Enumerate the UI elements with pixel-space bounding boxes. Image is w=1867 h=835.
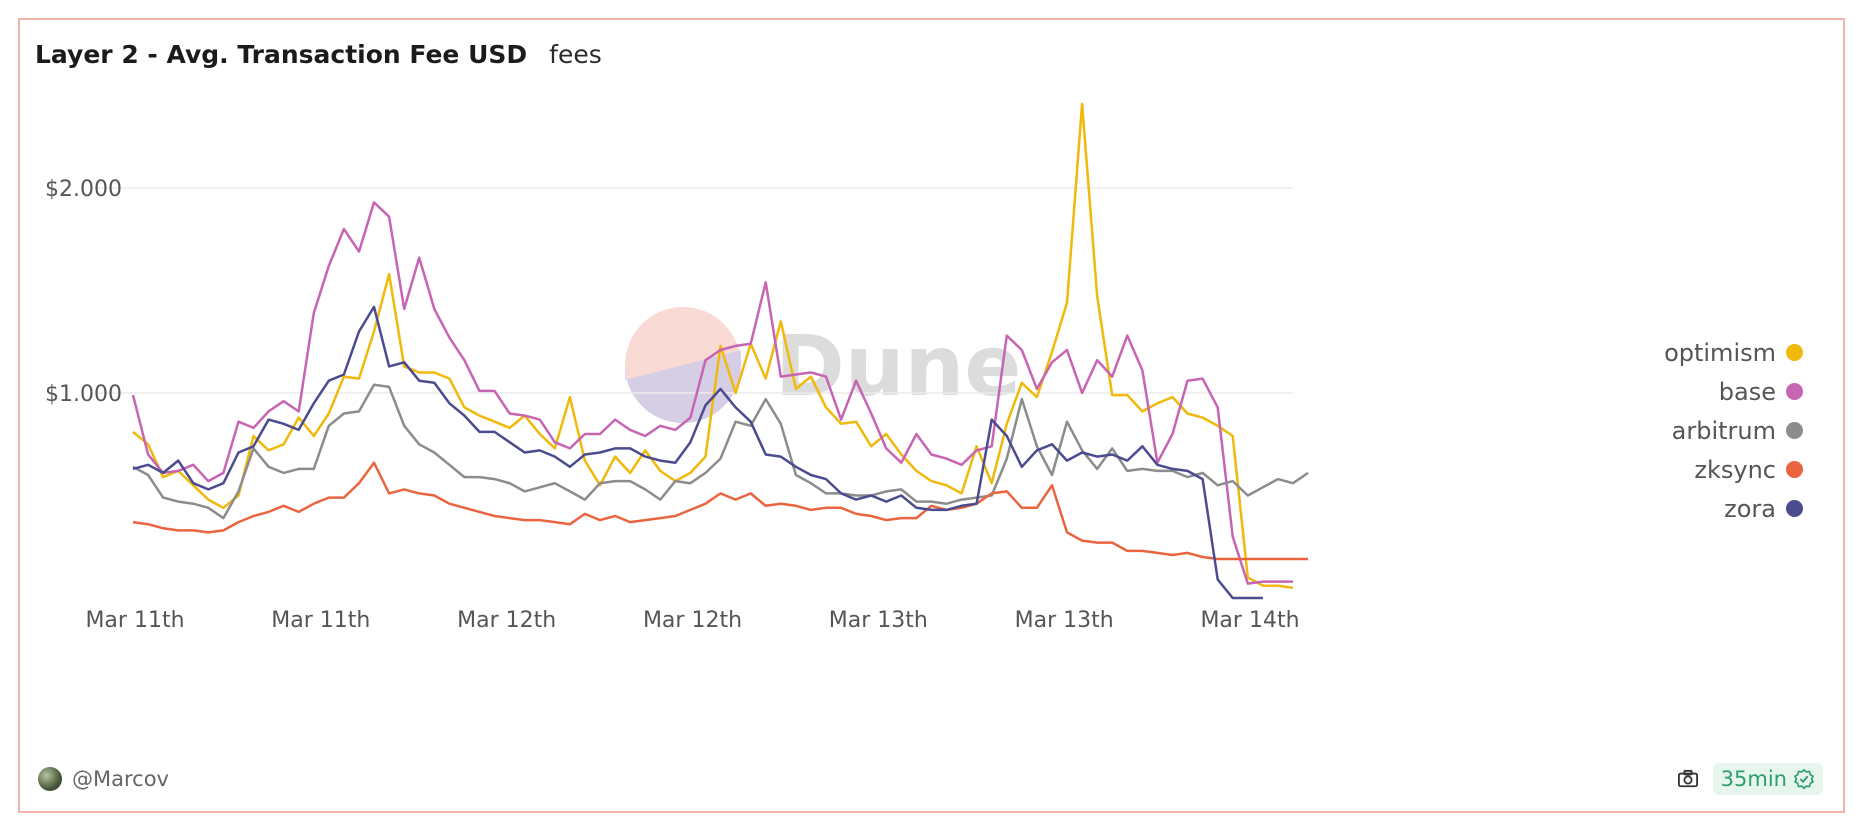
y-axis: $1.000 $2.000 bbox=[45, 177, 122, 407]
legend-item-zksync[interactable]: zksync bbox=[1664, 455, 1803, 484]
legend-label: arbitrum bbox=[1671, 416, 1776, 445]
x-tick-label: Mar 13th bbox=[829, 608, 928, 633]
series-line-base[interactable] bbox=[131, 201, 1293, 585]
legend-dot bbox=[1786, 461, 1803, 478]
legend-dot bbox=[1786, 344, 1803, 361]
watermark-text: Dune bbox=[775, 317, 1021, 415]
legend-dot bbox=[1786, 422, 1803, 439]
check-badge-icon bbox=[1793, 768, 1815, 790]
legend-item-arbitrum[interactable]: arbitrum bbox=[1664, 416, 1803, 445]
series-line-zksync[interactable] bbox=[132, 461, 1309, 561]
camera-icon[interactable] bbox=[1677, 769, 1699, 789]
author-info[interactable]: @Marcov bbox=[38, 767, 169, 791]
legend-item-zora[interactable]: zora bbox=[1664, 494, 1803, 523]
footer-actions: 35min bbox=[1677, 763, 1823, 795]
legend: optimism base arbitrum zksync zora bbox=[1664, 338, 1803, 523]
series-lines bbox=[131, 102, 1309, 600]
title-row: Layer 2 - Avg. Transaction Fee USD fees bbox=[35, 40, 602, 69]
legend-dot bbox=[1786, 383, 1803, 400]
legend-item-base[interactable]: base bbox=[1664, 377, 1803, 406]
legend-label: base bbox=[1718, 377, 1776, 406]
legend-label: zksync bbox=[1694, 455, 1776, 484]
x-axis: Mar 11th Mar 11th Mar 12th Mar 12th Mar 13th… bbox=[85, 608, 1299, 633]
series-line-optimism[interactable] bbox=[132, 102, 1294, 590]
legend-dot bbox=[1786, 500, 1803, 517]
chart-title: Layer 2 - Avg. Transaction Fee USD bbox=[35, 40, 528, 69]
legend-item-optimism[interactable]: optimism bbox=[1664, 338, 1803, 367]
avatar[interactable] bbox=[38, 767, 62, 791]
chart-subtitle: fees bbox=[549, 40, 602, 69]
legend-label: optimism bbox=[1664, 338, 1776, 367]
series-line-arbitrum[interactable] bbox=[132, 383, 1309, 520]
x-tick-label: Mar 11th bbox=[85, 608, 184, 633]
chart-card: Layer 2 - Avg. Transaction Fee USD fees … bbox=[18, 18, 1845, 813]
y-tick-label: $1.000 bbox=[45, 382, 122, 407]
x-tick-label: Mar 12th bbox=[643, 608, 742, 633]
x-tick-label: Mar 13th bbox=[1015, 608, 1114, 633]
grid-lines bbox=[95, 187, 1293, 394]
y-tick-label: $2.000 bbox=[45, 177, 122, 202]
refresh-label: 35min bbox=[1720, 767, 1787, 791]
dune-watermark: Dune bbox=[625, 307, 1021, 423]
legend-label: zora bbox=[1724, 494, 1776, 523]
line-chart[interactable]: Dune $1.000 $2.000 Mar 11th Mar 11th Mar 12… bbox=[20, 20, 1847, 815]
x-tick-label: Mar 14th bbox=[1200, 608, 1299, 633]
x-tick-label: Mar 12th bbox=[457, 608, 556, 633]
series-line-zora[interactable] bbox=[132, 305, 1263, 600]
author-handle[interactable]: @Marcov bbox=[72, 767, 169, 791]
x-tick-label: Mar 11th bbox=[271, 608, 370, 633]
refresh-badge[interactable]: 35min bbox=[1712, 763, 1823, 795]
